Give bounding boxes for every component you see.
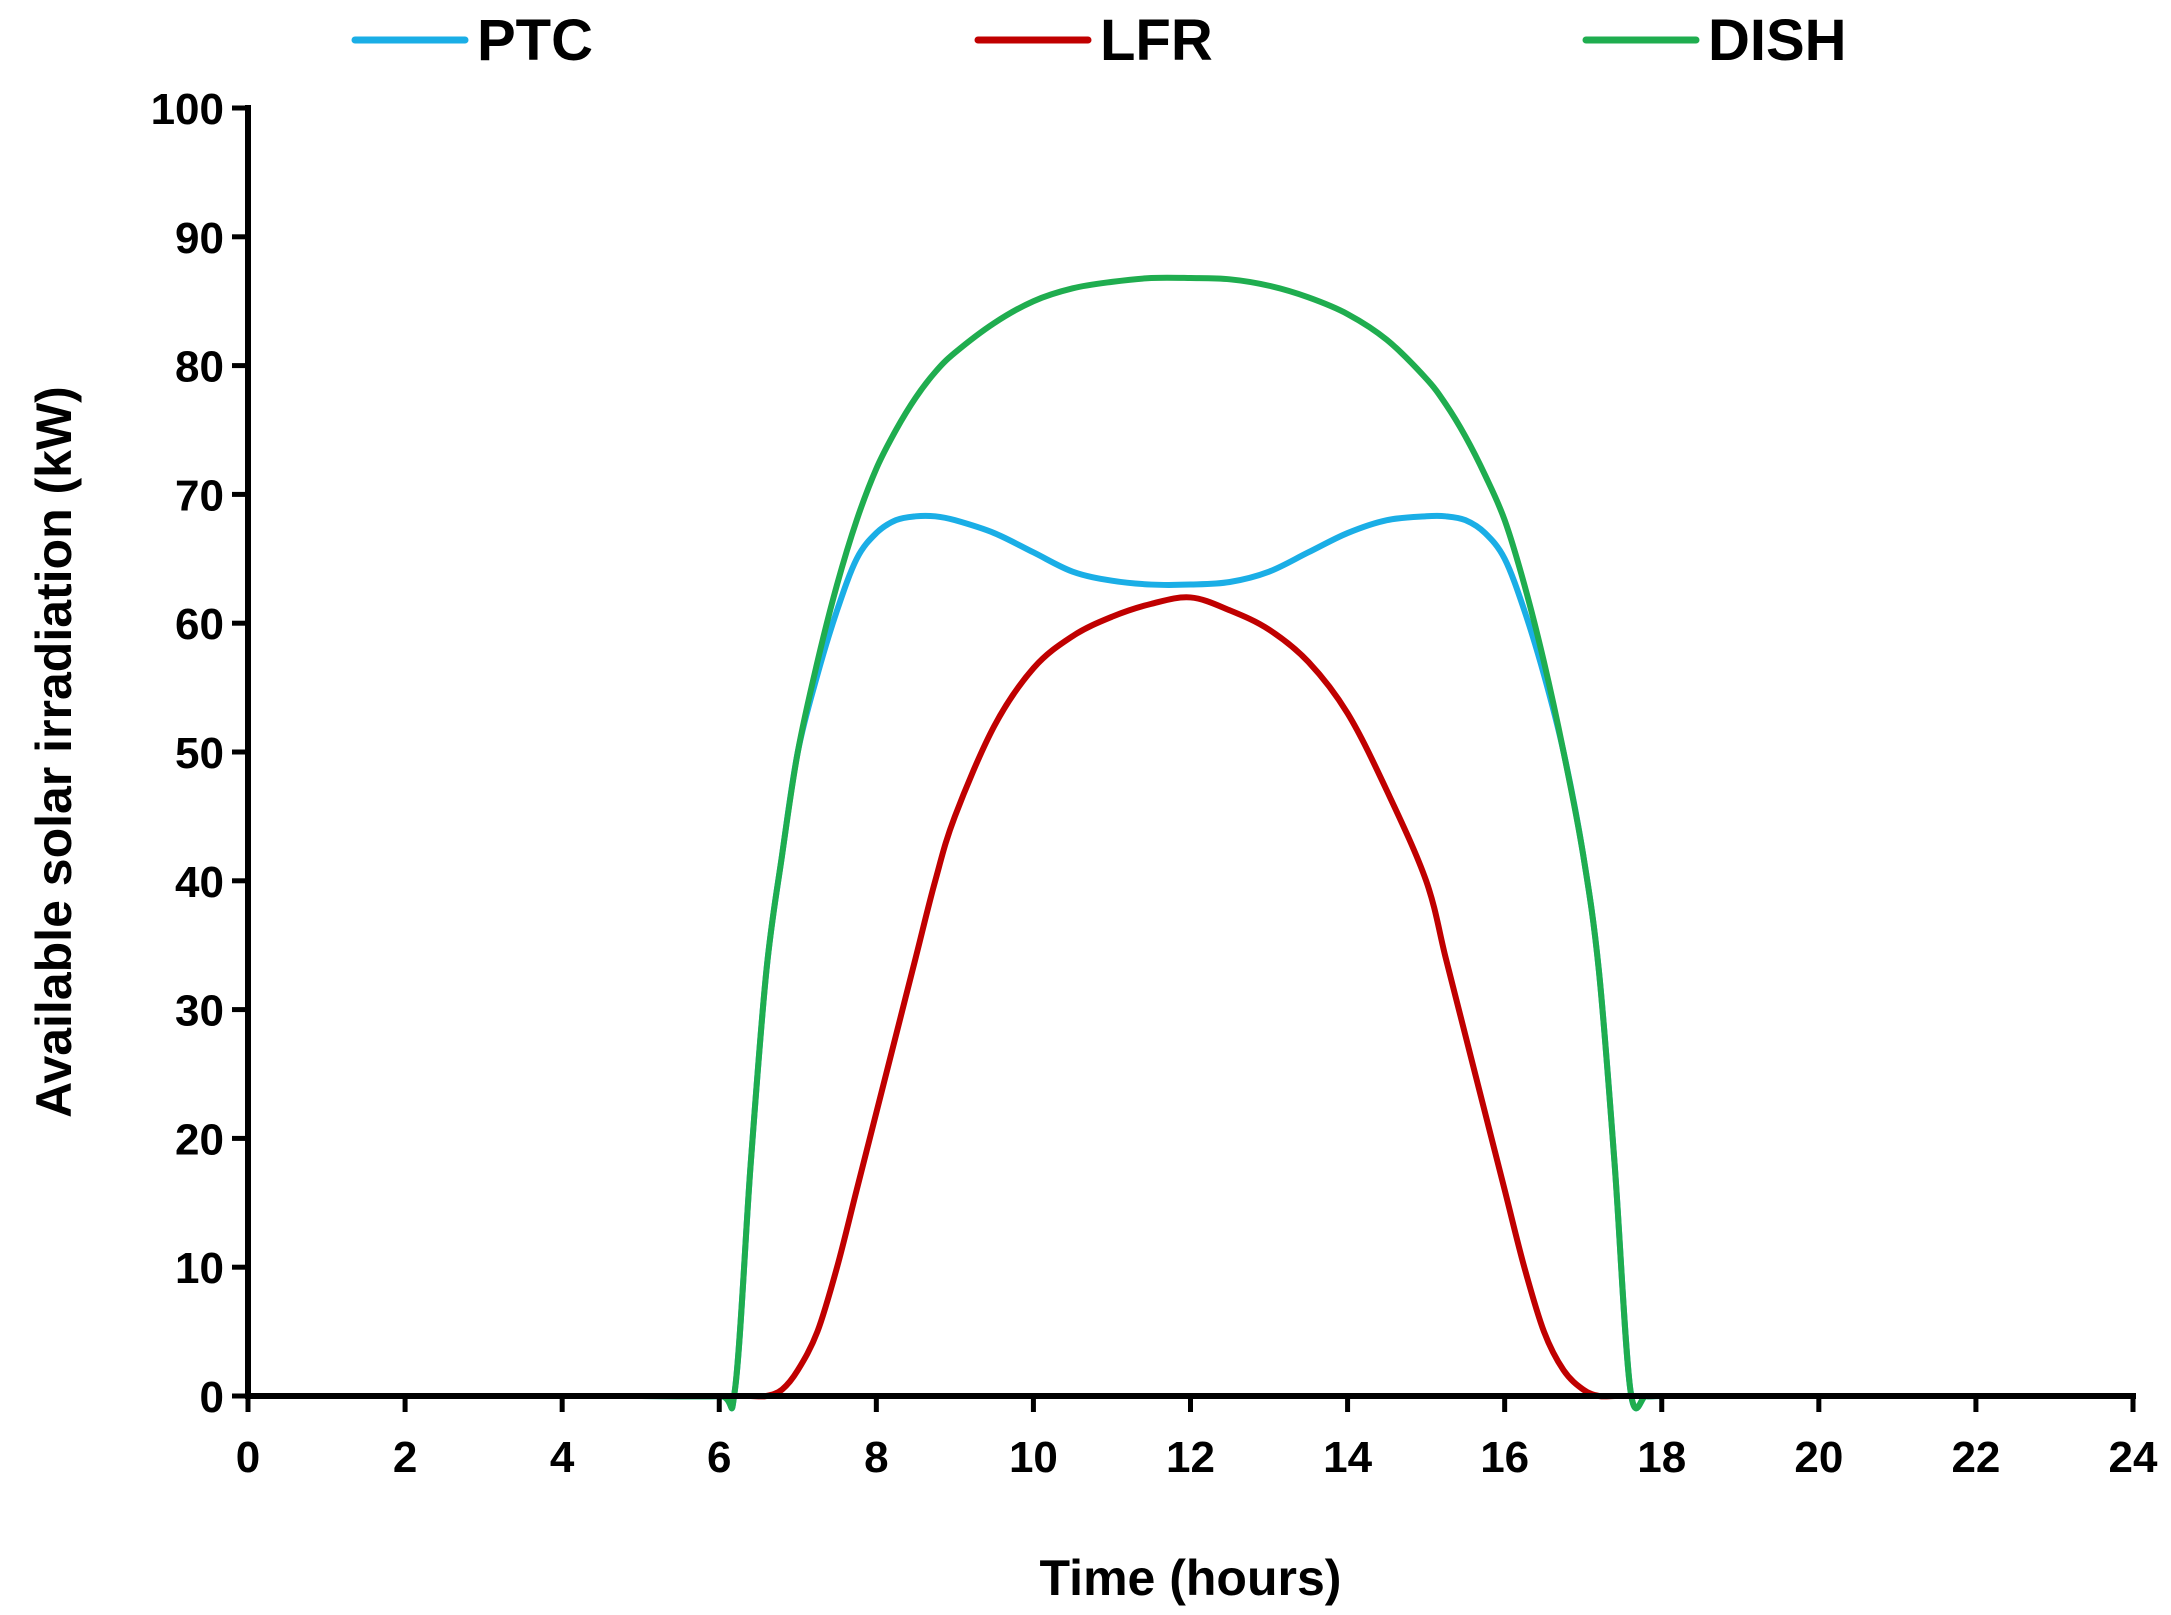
y-tick-label: 80	[175, 343, 224, 392]
y-tick-label: 40	[175, 858, 224, 907]
x-tick-label: 22	[1951, 1433, 2000, 1482]
x-tick-label: 10	[1009, 1433, 1058, 1482]
legend: PTC LFR DISH	[351, 8, 1847, 73]
x-tick-label: 18	[1637, 1433, 1686, 1482]
series-line-dish	[245, 274, 2136, 1412]
x-tick-label: 20	[1794, 1433, 1843, 1482]
series-line-ptc	[245, 512, 2136, 1412]
x-tick-label: 4	[550, 1433, 575, 1482]
y-tick-label: 70	[175, 471, 224, 520]
y-axis-title: Available solar irradiation (kW)	[26, 386, 82, 1118]
legend-item-lfr: LFR	[974, 8, 1213, 73]
y-tick-label: 20	[175, 1115, 224, 1164]
legend-label: LFR	[1100, 8, 1213, 73]
y-tick-label: 50	[175, 729, 224, 778]
x-tick-label: 6	[707, 1433, 731, 1482]
x-tick-label: 16	[1480, 1433, 1529, 1482]
x-tick-label: 2	[393, 1433, 417, 1482]
x-tick-label: 24	[2109, 1433, 2158, 1482]
legend-label: DISH	[1708, 8, 1847, 73]
series-lines	[245, 274, 2136, 1412]
y-tick-label: 90	[175, 214, 224, 263]
x-tick-label: 12	[1166, 1433, 1215, 1482]
axes	[245, 105, 2136, 1399]
x-tick-label: 14	[1323, 1433, 1372, 1482]
legend-item-ptc: PTC	[351, 8, 593, 73]
legend-label: PTC	[477, 8, 593, 73]
y-tick-label: 30	[175, 987, 224, 1036]
y-tick-label: 0	[200, 1373, 224, 1422]
x-tick-label: 8	[864, 1433, 888, 1482]
y-tick-label: 10	[175, 1244, 224, 1293]
series-line-lfr	[245, 594, 2136, 1400]
y-tick-label: 100	[151, 85, 224, 134]
y-tick-label: 60	[175, 600, 224, 649]
legend-item-dish: DISH	[1582, 8, 1847, 73]
x-axis-title: Time (hours)	[1040, 1550, 1342, 1606]
x-tick-label: 0	[236, 1433, 260, 1482]
